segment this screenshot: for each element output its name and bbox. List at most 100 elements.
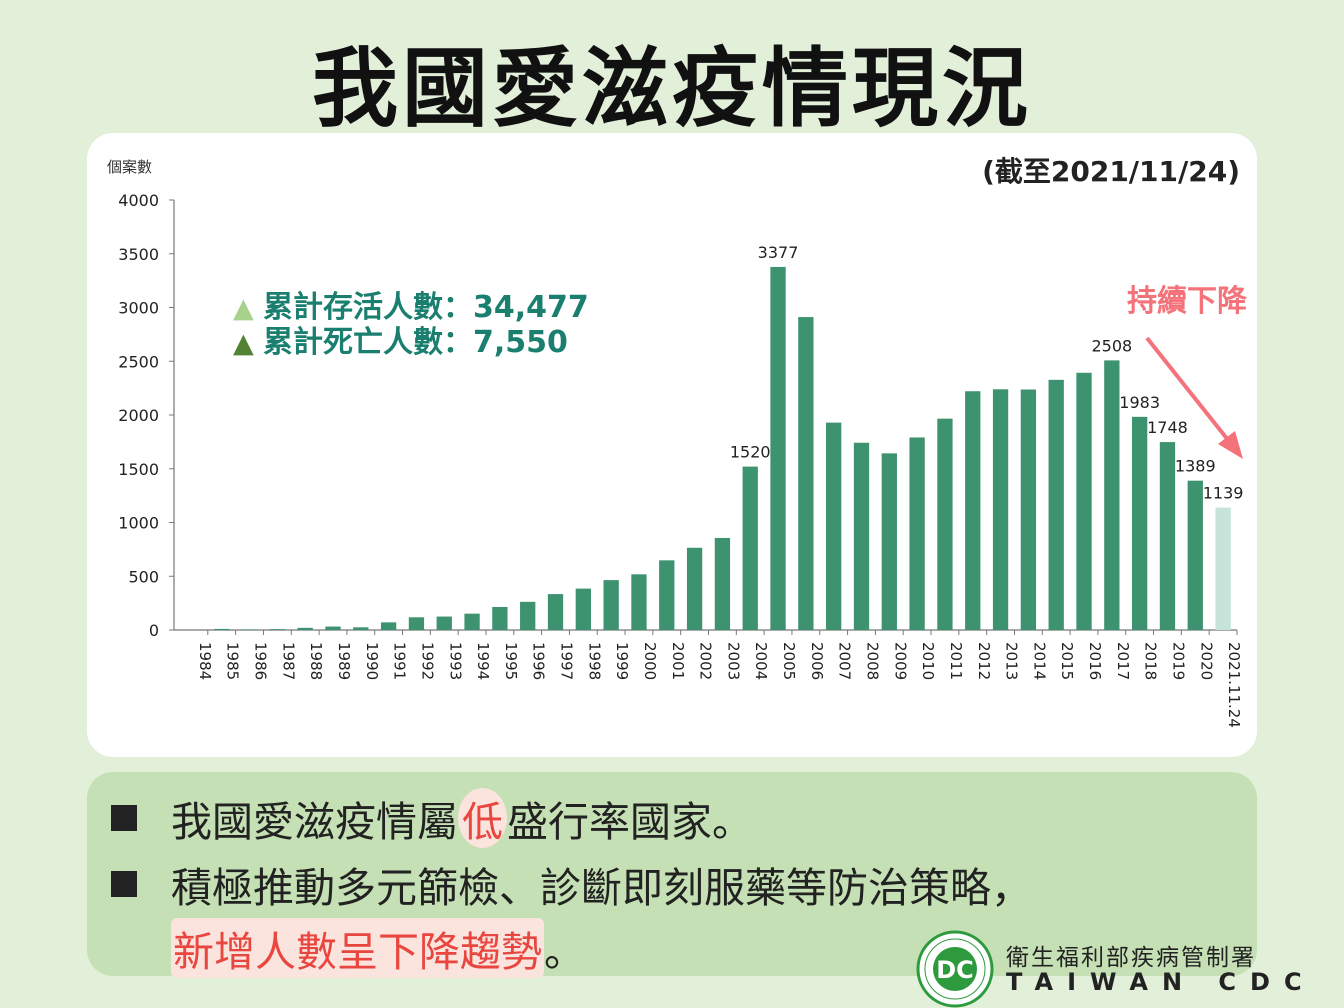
bullet-1-highlight: 低 xyxy=(458,788,507,848)
y-tick-label: 3500 xyxy=(118,245,159,264)
bar-2003 xyxy=(714,537,731,630)
bar-2018 xyxy=(1131,416,1148,630)
y-axis-label: 個案數 xyxy=(107,158,152,176)
org-name: 衛生福利部疾病管制署 xyxy=(1006,945,1256,971)
org-name-en: TAIWAN CDC xyxy=(1006,968,1316,996)
bar-2019 xyxy=(1159,442,1176,630)
x-tick-label: 2007 xyxy=(836,642,854,680)
bar-2000 xyxy=(631,574,647,630)
bar-2014 xyxy=(1020,389,1037,630)
x-tick-label: 2017 xyxy=(1114,642,1132,680)
page-title: 我國愛滋疫情現況 xyxy=(312,39,1032,139)
bar-2015 xyxy=(1048,379,1064,630)
x-tick-label: 2006 xyxy=(808,642,826,680)
x-tick-label: 1986 xyxy=(252,642,270,680)
bar-1999 xyxy=(603,580,619,630)
legend-text-2: 累計死亡人數：7,550 xyxy=(263,325,568,360)
x-tick-label: 2005 xyxy=(780,642,798,680)
bullet-item-2-cont: 新增人數呈下降趨勢。 xyxy=(171,918,585,978)
data-label-2020: 1389 xyxy=(1175,457,1216,476)
x-tick-label: 1996 xyxy=(530,642,548,680)
y-tick-label: 500 xyxy=(128,567,159,586)
logo-text: DC xyxy=(936,956,974,984)
x-tick-label: 2013 xyxy=(1003,642,1021,680)
bar-1987 xyxy=(269,629,286,630)
data-label-2004: 1520 xyxy=(730,443,771,462)
bullet-2-line1: 積極推動多元篩檢、診斷即刻服藥等防治策略， xyxy=(171,864,1032,912)
x-tick-label: 1995 xyxy=(502,642,520,680)
bar-1996 xyxy=(520,601,536,630)
x-tick-label: 2004 xyxy=(752,642,770,680)
x-tick-label: 1991 xyxy=(391,642,409,680)
as-of-label: (截至2021/11/24) xyxy=(982,155,1240,188)
data-label-2019: 1748 xyxy=(1147,418,1188,437)
bullet-1-before: 我國愛滋疫情屬 xyxy=(171,798,458,846)
bar-1990 xyxy=(353,627,369,630)
y-tick-label: 2500 xyxy=(118,352,159,371)
square-bullet-icon xyxy=(111,805,137,831)
data-label-2017: 2508 xyxy=(1091,336,1132,355)
bar-2016 xyxy=(1076,372,1092,630)
x-tick-label: 2009 xyxy=(891,642,909,680)
x-tick-label: 2018 xyxy=(1142,642,1160,680)
x-tick-label: 1993 xyxy=(446,642,464,680)
bar-1997 xyxy=(547,594,564,630)
bullet-item-2: 積極推動多元篩檢、診斷即刻服藥等防治策略， xyxy=(111,854,1032,914)
bar-1986 xyxy=(241,629,258,630)
x-tick-label: 1997 xyxy=(558,642,576,680)
y-tick-label: 1500 xyxy=(118,460,159,479)
chart-card: 0 500 1000 1500 2000 2500 3000 3500 4000 個案數 (截至20… xyxy=(87,133,1257,757)
bar-2001 xyxy=(659,560,675,630)
arrow-down-right-icon xyxy=(1218,431,1243,459)
x-tick-label: 2000 xyxy=(641,642,659,680)
bar-2011 xyxy=(937,418,953,630)
bar-2005 xyxy=(770,266,786,630)
x-tick-label: 1987 xyxy=(279,642,297,680)
bar-1988 xyxy=(297,627,313,630)
x-tick-label: 1990 xyxy=(363,642,381,680)
bar-2010 xyxy=(909,437,925,630)
bar-2002 xyxy=(686,547,703,630)
bullet-1-after: 盛行率國家。 xyxy=(507,798,753,846)
x-tick-label: 1999 xyxy=(613,642,631,680)
bullet-2-highlight: 新增人數呈下降趨勢 xyxy=(171,918,544,978)
bar-1985 xyxy=(214,628,230,630)
bar-2008 xyxy=(853,442,870,630)
x-tick-label: 1989 xyxy=(335,642,353,680)
x-tick-label: 2011 xyxy=(947,642,965,680)
x-tick-label: 2012 xyxy=(975,642,993,680)
bar-2004 xyxy=(742,466,758,630)
x-tick-label: 2002 xyxy=(697,642,715,680)
y-tick-label: 0 xyxy=(149,621,159,640)
y-tick-label: 4000 xyxy=(118,191,159,210)
data-label-2018: 1983 xyxy=(1119,393,1160,412)
bar-chart: 0 500 1000 1500 2000 2500 3000 3500 4000 個案數 (截至20… xyxy=(107,155,1248,728)
bar-2006 xyxy=(798,317,814,630)
annotation-arrow-line xyxy=(1145,336,1234,447)
bar-1998 xyxy=(575,588,591,630)
bar-1994 xyxy=(464,613,480,630)
bar-2017 xyxy=(1104,360,1120,630)
x-tick-label: 2014 xyxy=(1030,642,1048,680)
bar-2012 xyxy=(965,391,981,630)
cdc-logo: DC xyxy=(916,930,994,1008)
bar-2021.11.24 xyxy=(1215,507,1231,630)
x-tick-label: 2020 xyxy=(1197,642,1215,680)
annotation-label: 持續下降 xyxy=(1127,284,1248,319)
x-tick-label: 2019 xyxy=(1169,642,1187,680)
y-tick-label: 3000 xyxy=(118,299,159,318)
bar-2013 xyxy=(992,389,1009,630)
x-tick-label: 1998 xyxy=(585,642,603,680)
bar-1993 xyxy=(436,616,452,630)
legend-text-1: 累計存活人數：34,477 xyxy=(263,290,589,325)
x-tick-label: 1985 xyxy=(224,642,242,680)
data-label-2021.11.24: 1139 xyxy=(1203,484,1244,503)
square-bullet-icon xyxy=(111,871,137,897)
y-tick-label: 1000 xyxy=(118,514,159,533)
summary-card: 我國愛滋疫情屬低盛行率國家。 積極推動多元篩檢、診斷即刻服藥等防治策略， 新增人… xyxy=(87,772,1257,978)
bar-2009 xyxy=(881,453,897,630)
x-tick-label: 2003 xyxy=(724,642,742,680)
bar-1989 xyxy=(325,626,341,630)
x-tick-label: 2015 xyxy=(1058,642,1076,680)
bar-2007 xyxy=(826,422,842,630)
